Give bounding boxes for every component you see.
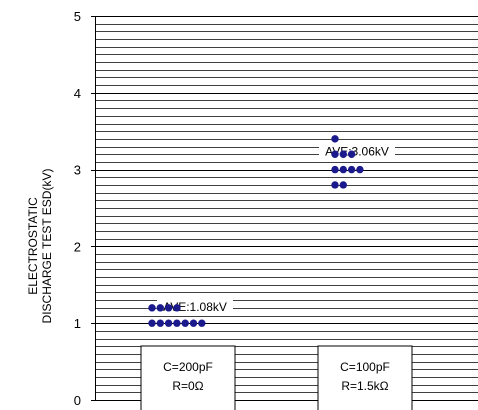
condition-text: R=1.5kΩ <box>341 379 388 393</box>
data-point <box>331 150 339 158</box>
condition-box <box>317 345 413 410</box>
data-point <box>173 304 181 312</box>
data-point <box>339 165 347 174</box>
y-tick-label: 5 <box>74 9 81 24</box>
data-point <box>347 165 356 174</box>
data-point <box>331 165 339 174</box>
y-ticks: 0 1 2 3 4 5 <box>74 9 95 408</box>
data-point <box>148 304 156 312</box>
average-label: AVE:1.08kV <box>163 300 227 314</box>
condition-text: R=0Ω <box>172 379 203 393</box>
data-point <box>339 150 347 158</box>
data-point <box>164 319 173 327</box>
grid <box>95 16 478 401</box>
data-point <box>164 304 173 312</box>
data-point <box>181 319 189 327</box>
data-point <box>189 319 198 327</box>
y-tick-label: 0 <box>74 393 81 408</box>
data-points <box>148 135 364 327</box>
condition-text: C=100pF <box>340 360 390 374</box>
data-point <box>156 319 164 327</box>
data-point <box>156 304 164 312</box>
data-point <box>198 319 206 327</box>
data-point <box>148 319 156 327</box>
condition-boxes: C=200pF R=0Ω C=100pF R=1.5kΩ <box>140 345 413 410</box>
data-point <box>331 135 339 143</box>
data-point <box>347 150 356 158</box>
y-axis-label-line-1: ELECTROSTATIC <box>26 197 40 295</box>
data-point <box>339 181 347 189</box>
y-tick-label: 4 <box>74 86 81 101</box>
data-point <box>331 181 339 189</box>
data-point <box>173 319 181 327</box>
y-tick-label: 3 <box>74 163 81 178</box>
condition-box <box>140 345 236 410</box>
data-point <box>356 165 364 174</box>
y-tick-label: 1 <box>74 316 81 331</box>
y-tick-label: 2 <box>74 239 81 254</box>
y-axis-label-line-2: DISCHARGE TEST ESD(kV) <box>40 169 54 324</box>
condition-text: C=200pF <box>163 360 213 374</box>
